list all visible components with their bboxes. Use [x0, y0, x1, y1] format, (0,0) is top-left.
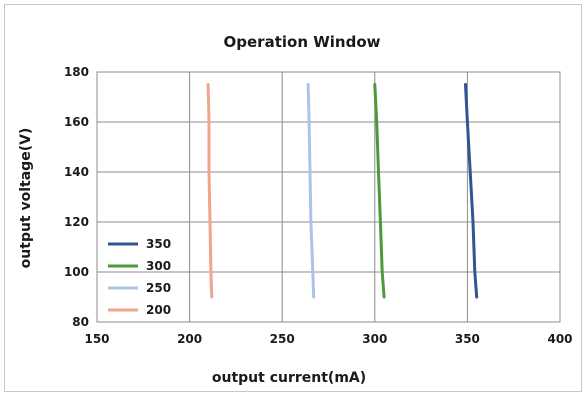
y-tick-label: 100 [64, 265, 89, 279]
x-tick-label: 400 [547, 332, 572, 346]
y-tick-label: 160 [64, 115, 89, 129]
x-tick-label: 150 [84, 332, 109, 346]
series-line-250 [306, 83, 316, 299]
chart-frame [4, 4, 582, 392]
x-tick-label: 350 [455, 332, 480, 346]
series-line-200 [206, 83, 214, 299]
chart-title: Operation Window [224, 33, 381, 51]
legend: 350 300 250 200 [108, 237, 171, 317]
series-line-300 [373, 83, 386, 299]
x-tick-label: 250 [270, 332, 295, 346]
y-tick-label: 80 [72, 315, 89, 329]
y-tick-label: 180 [64, 65, 89, 79]
x-tick-label: 300 [362, 332, 387, 346]
y-tick-label: 120 [64, 215, 89, 229]
legend-label-250: 250 [146, 281, 171, 295]
plot-border [96, 71, 561, 323]
x-axis-label: output current(mA) [212, 370, 366, 386]
y-tick-label: 140 [64, 165, 89, 179]
legend-label-200: 200 [146, 303, 171, 317]
x-tick-label: 200 [177, 332, 202, 346]
legend-label-350: 350 [146, 237, 171, 251]
y-axis-label: output voltage(V) [18, 128, 34, 269]
legend-label-300: 300 [146, 259, 171, 273]
plot-area: 80 100 120 140 160 180 150 200 250 300 350 400 [64, 65, 573, 346]
series-line-350 [464, 83, 479, 299]
